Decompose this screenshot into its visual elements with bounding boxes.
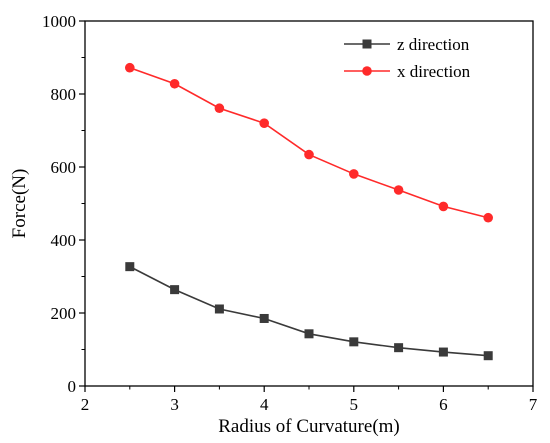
data-point xyxy=(214,103,225,114)
data-point xyxy=(394,343,404,353)
data-point xyxy=(169,78,180,89)
data-point xyxy=(349,337,359,347)
y-tick-label: 200 xyxy=(51,304,77,323)
data-point xyxy=(259,118,270,128)
x-tick-label: 7 xyxy=(529,395,538,414)
y-axis-title: Force(N) xyxy=(9,169,30,239)
y-tick-label: 800 xyxy=(51,85,77,104)
data-point xyxy=(304,149,314,160)
series-line xyxy=(129,66,489,219)
data-point xyxy=(125,262,135,272)
legend-marker xyxy=(362,66,372,76)
x-axis-title: Radius of Curvature(m) xyxy=(218,416,400,437)
x-tick-label: 2 xyxy=(81,395,90,414)
legend-marker xyxy=(362,39,372,49)
legend-label: x direction xyxy=(397,62,471,81)
x-tick-label: 4 xyxy=(260,395,269,414)
data-point xyxy=(483,212,494,223)
data-point xyxy=(304,329,314,339)
data-point xyxy=(393,185,404,195)
x-tick-label: 6 xyxy=(439,395,448,414)
series-line xyxy=(129,265,489,357)
data-point xyxy=(349,169,359,179)
series-z-direction xyxy=(125,262,493,361)
data-point xyxy=(125,62,135,73)
data-point xyxy=(170,285,180,295)
data-point xyxy=(259,313,269,323)
axes: 2 3 4 5 6 7 0 200 400 600 800 1000 xyxy=(42,12,538,414)
legend-item: x direction xyxy=(344,62,471,81)
legend-label: z direction xyxy=(397,35,470,54)
legend-item: z direction xyxy=(344,35,470,54)
series-layer xyxy=(125,62,494,361)
data-point xyxy=(438,347,448,357)
y-tick-label: 0 xyxy=(68,377,77,396)
y-tick-label: 400 xyxy=(51,231,77,250)
y-tick-label: 600 xyxy=(51,158,77,177)
x-tick-label: 3 xyxy=(170,395,179,414)
data-point xyxy=(483,351,493,361)
data-point xyxy=(214,304,224,314)
x-tick-label: 5 xyxy=(350,395,359,414)
legend: z direction x direction xyxy=(344,35,471,81)
y-tick-label: 1000 xyxy=(42,12,76,31)
data-point xyxy=(438,201,449,212)
series-x-direction xyxy=(125,62,494,223)
